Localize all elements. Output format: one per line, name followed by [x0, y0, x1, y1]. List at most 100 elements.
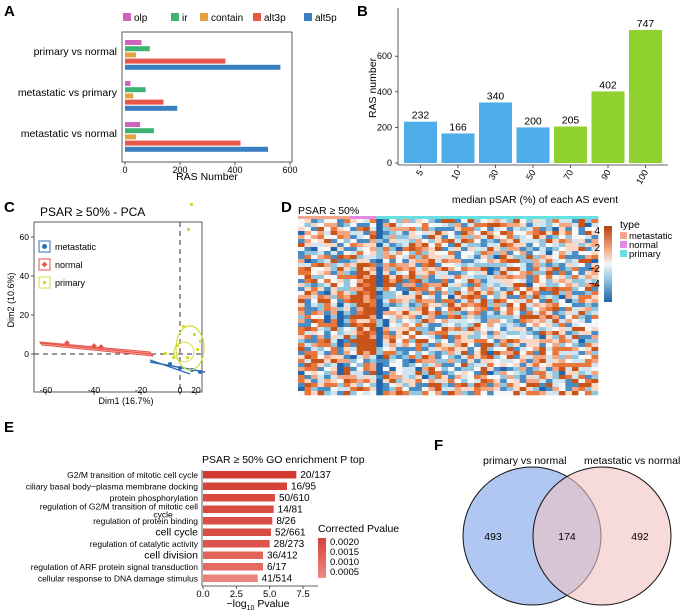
heatmap-cell	[369, 231, 377, 236]
heatmap-cell	[532, 315, 540, 320]
heatmap-cell	[395, 343, 403, 348]
heatmap-cell	[571, 299, 579, 304]
heatmap-cell	[474, 359, 481, 364]
heatmap-cell	[454, 227, 462, 232]
heatmap-cell	[428, 375, 436, 380]
heatmap-cell	[317, 387, 325, 392]
heatmap-cell	[304, 247, 312, 252]
heatmap-cell	[552, 311, 560, 316]
heatmap-cell	[311, 255, 318, 260]
heatmap-cell	[441, 255, 449, 260]
heatmap-cell	[356, 359, 364, 364]
heatmap-cell	[448, 235, 455, 240]
heatmap-cell	[532, 283, 540, 288]
heatmap-cell	[578, 267, 586, 272]
heatmap-cell	[493, 335, 501, 340]
heatmap-cell	[571, 343, 579, 348]
heatmap-cell	[363, 319, 371, 324]
heatmap-cell	[428, 335, 436, 340]
heatmap-cell	[519, 323, 527, 328]
bar-value-label: 340	[487, 90, 505, 102]
heatmap-cell	[382, 387, 390, 392]
annotation-cell	[415, 216, 423, 219]
heatmap-cell	[363, 283, 371, 288]
heatmap-cell	[402, 279, 410, 284]
heatmap-cell	[389, 239, 397, 244]
heatmap-cell	[350, 371, 357, 376]
heatmap-cell	[519, 351, 527, 356]
heatmap-cell	[337, 275, 344, 280]
heatmap-cell	[552, 339, 560, 344]
heatmap-cell	[441, 367, 449, 372]
heatmap-cell	[343, 327, 351, 332]
heatmap-cell	[500, 303, 507, 308]
heatmap-cell	[402, 339, 410, 344]
heatmap-cell	[402, 371, 410, 376]
heatmap-cell	[513, 283, 521, 288]
heatmap-cell	[434, 335, 442, 340]
heatmap-cell	[441, 359, 449, 364]
heatmap-cell	[461, 383, 468, 388]
heatmap-cell	[330, 307, 338, 312]
heatmap-cell	[421, 335, 429, 340]
heatmap-cell	[389, 263, 397, 268]
heatmap-cell	[461, 251, 468, 256]
heatmap-cell	[421, 259, 429, 264]
heatmap-cell	[350, 323, 357, 328]
heatmap-cell	[363, 367, 371, 372]
heatmap-cell	[408, 307, 416, 312]
heatmap-cell	[415, 335, 423, 340]
heatmap-cell	[402, 343, 410, 348]
heatmap-cell	[415, 235, 423, 240]
heatmap-cell	[539, 363, 547, 368]
go-term-label: cell division	[144, 550, 198, 562]
heatmap-cell	[513, 327, 521, 332]
heatmap-cell	[591, 283, 599, 288]
heatmap-cell	[395, 339, 403, 344]
heatmap-cell	[519, 363, 527, 368]
heatmap-cell	[382, 379, 390, 384]
heatmap-cell	[298, 379, 305, 384]
bar-alt3p	[125, 99, 164, 105]
heatmap-cell	[298, 239, 305, 244]
x-tick-label: 90	[599, 168, 613, 182]
heatmap-cell	[539, 243, 547, 248]
heatmap-cell	[506, 287, 514, 292]
heatmap-cell	[304, 299, 312, 304]
heatmap-cell	[337, 363, 344, 368]
heatmap-cell	[565, 371, 573, 376]
heatmap-cell	[311, 347, 318, 352]
heatmap-cell	[565, 223, 573, 228]
heatmap-cell	[571, 391, 579, 396]
heatmap-cell	[330, 283, 338, 288]
heatmap-cell	[363, 223, 371, 228]
heatmap-cell	[591, 235, 599, 240]
heatmap-cell	[571, 319, 579, 324]
heatmap-cell	[415, 271, 423, 276]
heatmap-cell	[324, 359, 331, 364]
heatmap-cell	[539, 359, 547, 364]
heatmap-cell	[565, 339, 573, 344]
heatmap-cell	[461, 219, 468, 224]
heatmap-cell	[552, 279, 560, 284]
heatmap-cell	[467, 347, 475, 352]
go-term-label: protein phosphorylation	[110, 493, 199, 503]
bar-contain	[125, 93, 134, 99]
heatmap-cell	[324, 299, 331, 304]
heatmap-cell	[434, 247, 442, 252]
heatmap-cell	[402, 379, 410, 384]
heatmap-cell	[487, 351, 494, 356]
heatmap-cell	[480, 231, 488, 236]
heatmap-cell	[395, 355, 403, 360]
heatmap-cell	[395, 299, 403, 304]
venn-right-title: metastatic vs normal	[584, 455, 680, 467]
heatmap-cell	[350, 239, 357, 244]
heatmap-cell	[382, 283, 390, 288]
heatmap-cell	[474, 271, 481, 276]
heatmap-cell	[356, 331, 364, 336]
heatmap-cell	[350, 251, 357, 256]
heatmap-cell	[487, 287, 494, 292]
heatmap-cell	[571, 383, 579, 388]
heatmap-cell	[552, 251, 560, 256]
legend-normal-label: normal	[55, 260, 83, 270]
